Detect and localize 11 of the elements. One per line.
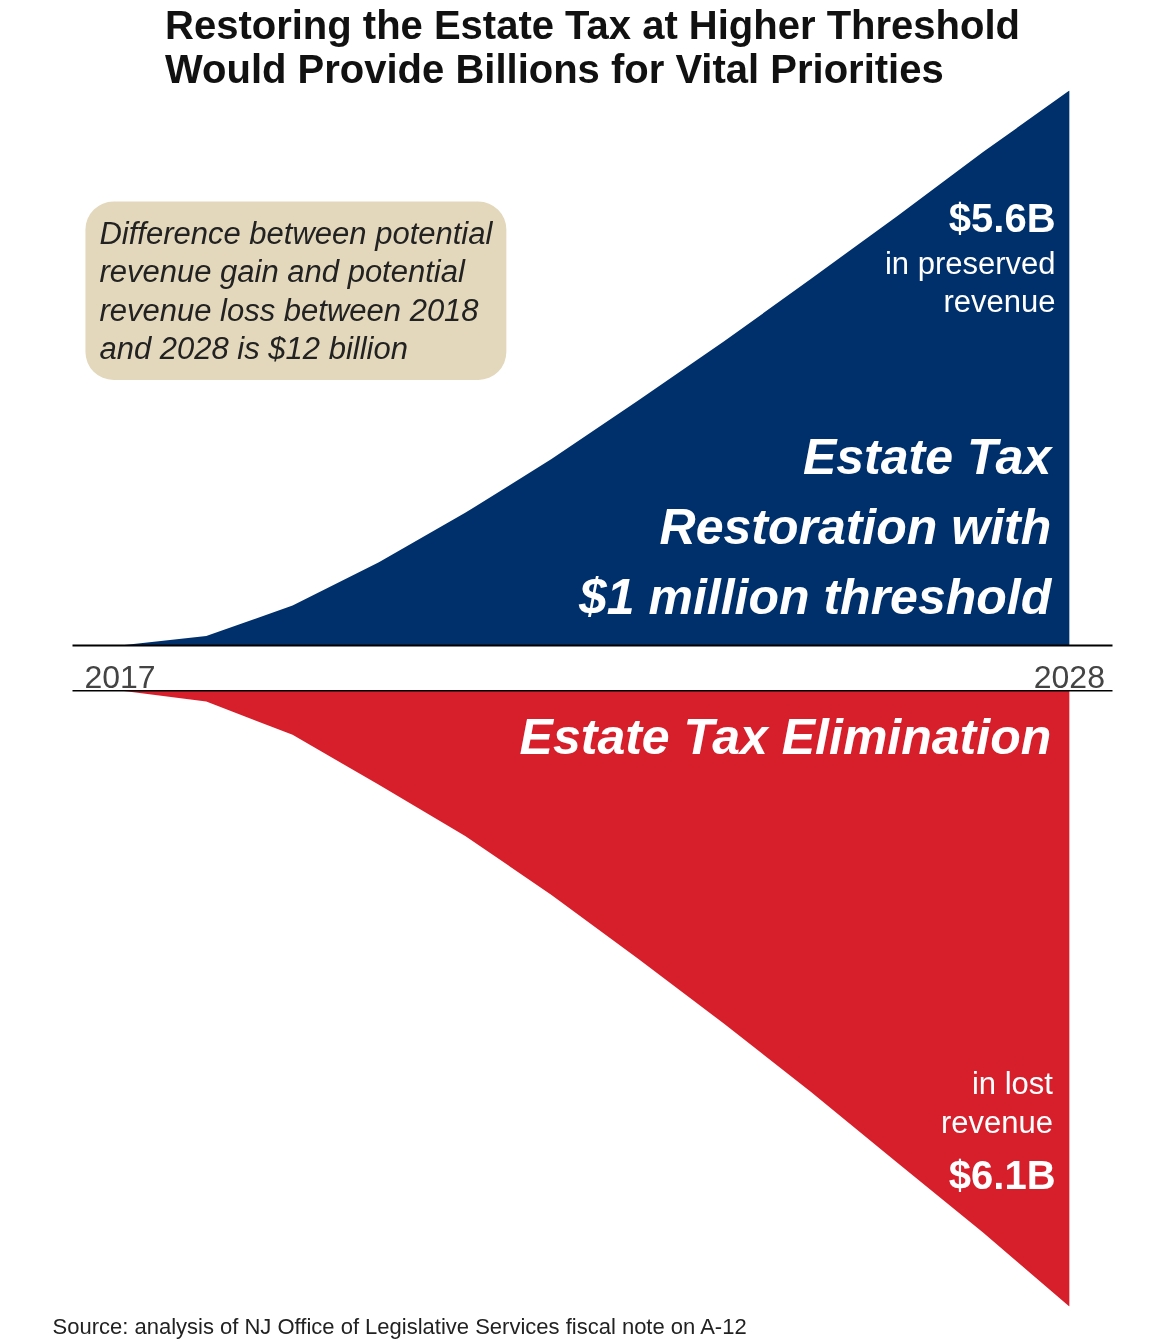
annotation: Difference between potential revenue gain and potential revenue loss between 2018 and 2028 is $12 billion — [99, 215, 494, 366]
x-tick-label: 2017 — [84, 658, 156, 695]
annotation: in lost revenue — [940, 1066, 1054, 1140]
series-label: Estate Tax Restoration with $1 million threshold — [577, 429, 1054, 626]
source-note: Source: analysis of NJ Office of Legislative Services fiscal note on A-12 — [52, 1313, 747, 1339]
annotation: $6.1B — [948, 1152, 1056, 1197]
annotation: in preserved revenue — [884, 245, 1056, 320]
series-label: Estate Tax Elimination — [519, 708, 1052, 765]
annotation: $5.6B — [948, 195, 1056, 240]
x-tick-label: 2028 — [1033, 658, 1105, 695]
chart-title: Restoring the Estate Tax at Higher Threshold Would Provide Billions for Vital Priorities — [165, 2, 1020, 91]
